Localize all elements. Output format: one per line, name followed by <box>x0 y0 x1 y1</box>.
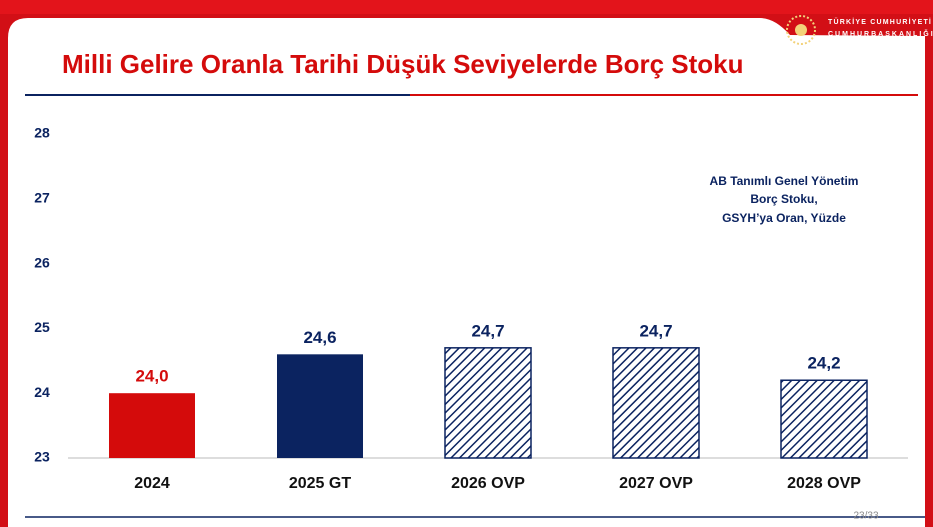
annotation: GSYH’ya Oran, Yüzde <box>722 211 846 225</box>
bar <box>444 347 532 459</box>
annotation: AB Tanımlı Genel Yönetim <box>710 174 859 188</box>
y-tick-label: 27 <box>34 190 50 206</box>
x-tick-label: 2026 OVP <box>451 475 525 492</box>
annotation: Borç Stoku, <box>750 192 817 206</box>
value-label: 24,0 <box>135 367 168 386</box>
y-tick-label: 24 <box>34 384 50 400</box>
logo-line: TÜRKİYE CUMHURİYETİ <box>828 17 932 26</box>
bar <box>277 354 363 458</box>
bar <box>780 379 868 459</box>
emblem <box>786 15 816 45</box>
x-tick-label: 2025 GT <box>289 475 351 492</box>
value-label: 24,6 <box>303 328 336 347</box>
y-tick-label: 28 <box>34 125 50 141</box>
bar <box>612 347 700 459</box>
logo-line: CUMHURBAŞKANI YARDIMCILIĞI <box>828 40 921 48</box>
value-label: 24,7 <box>639 321 672 340</box>
chart-title: Milli Gelire Oranla Tarihi Düşük Seviyel… <box>62 49 744 79</box>
value-label: 24,2 <box>807 354 840 373</box>
y-tick-label: 25 <box>34 319 50 335</box>
x-tick-label: 2027 OVP <box>619 475 693 492</box>
page-number: 23/33 <box>853 511 878 522</box>
logo-line: CUMHURBAŞKANLIĞI <box>828 29 933 38</box>
x-tick-label: 2028 OVP <box>787 475 861 492</box>
value-label: 24,7 <box>471 321 504 340</box>
y-tick-label: 26 <box>34 254 50 270</box>
y-tick-label: 23 <box>34 449 50 465</box>
x-tick-label: 2024 <box>134 475 170 492</box>
top-band <box>0 0 933 14</box>
bar <box>109 393 195 458</box>
